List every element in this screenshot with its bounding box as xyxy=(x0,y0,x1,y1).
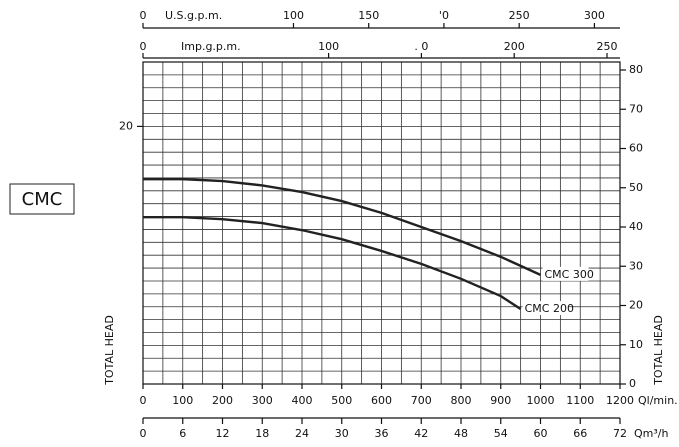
y-axis-label: TOTAL HEAD xyxy=(652,315,665,386)
top-tick-label: . 0 xyxy=(414,40,428,53)
y2-axis-label: TOTAL HEAD xyxy=(103,315,116,386)
x2-tick-label: 60 xyxy=(534,427,548,440)
top-tick-label: 200 xyxy=(504,40,525,53)
x2-tick-label: 48 xyxy=(454,427,468,440)
y-tick-label: 10 xyxy=(629,338,643,351)
x-tick-label: 1000 xyxy=(527,394,555,407)
x-tick-label: 600 xyxy=(371,394,392,407)
chart-title: CMC xyxy=(22,189,63,210)
x-tick-label: 1100 xyxy=(566,394,594,407)
x2-tick-label: 42 xyxy=(414,427,428,440)
x-tick-label: 400 xyxy=(292,394,313,407)
top-tick-label: 100 xyxy=(283,9,304,22)
x2-tick-label: 18 xyxy=(255,427,269,440)
top-tick-label: 100 xyxy=(318,40,339,53)
y-tick-label: 60 xyxy=(629,142,643,155)
pump-curve xyxy=(143,177,541,276)
x2-tick-label: 30 xyxy=(335,427,349,440)
x-tick-label: 800 xyxy=(451,394,472,407)
top-tick-label: 150 xyxy=(358,9,379,22)
top-tick-label: 250 xyxy=(509,9,530,22)
y2-tick-label: 20 xyxy=(119,119,133,132)
x-tick-label: 700 xyxy=(411,394,432,407)
top-axis-label: Imp.g.p.m. xyxy=(181,40,241,53)
y-tick-label: 20 xyxy=(629,299,643,312)
top-axis-label: U.S.g.p.m. xyxy=(165,9,222,22)
x2-tick-label: 54 xyxy=(494,427,508,440)
x-tick-label: 500 xyxy=(331,394,352,407)
title-box xyxy=(9,183,75,215)
x2-tick-label: 0 xyxy=(140,427,147,440)
x-tick-label: 200 xyxy=(212,394,233,407)
curve-label: CMC 200 xyxy=(525,302,574,315)
x2-tick-label: 24 xyxy=(295,427,309,440)
y-tick-label: 30 xyxy=(629,259,643,272)
x2-tick-label: 12 xyxy=(216,427,230,440)
x2-tick-label: 66 xyxy=(573,427,587,440)
x2-tick-label: 72 xyxy=(613,427,627,440)
curve-label-bg xyxy=(542,266,589,281)
y-tick-label: 80 xyxy=(629,63,643,76)
x2-tick-label: 6 xyxy=(179,427,186,440)
top-tick-label: 0 xyxy=(140,9,147,22)
y-tick-label: 50 xyxy=(629,181,643,194)
x2-tick-label: 36 xyxy=(375,427,389,440)
x-tick-label: 300 xyxy=(252,394,273,407)
curve-label: CMC 300 xyxy=(545,268,594,281)
x-axis-label: Ql/min. xyxy=(638,394,678,407)
top-tick-label: 300 xyxy=(584,9,605,22)
top-tick-label: 0 xyxy=(140,40,147,53)
x-tick-label: 900 xyxy=(490,394,511,407)
x-tick-label: 1200 xyxy=(606,394,634,407)
x-tick-label: 100 xyxy=(172,394,193,407)
top-tick-label: 250 xyxy=(597,40,618,53)
top-tick-label: '0 xyxy=(439,9,449,22)
x-tick-label: 0 xyxy=(140,394,147,407)
y-tick-label: 70 xyxy=(629,102,643,115)
x2-axis-label: Qm³/h xyxy=(634,427,668,440)
y-tick-label: 40 xyxy=(629,220,643,233)
y-tick-label: 0 xyxy=(629,377,636,390)
curve-label-bg xyxy=(522,301,569,316)
pump-curve xyxy=(143,215,522,311)
